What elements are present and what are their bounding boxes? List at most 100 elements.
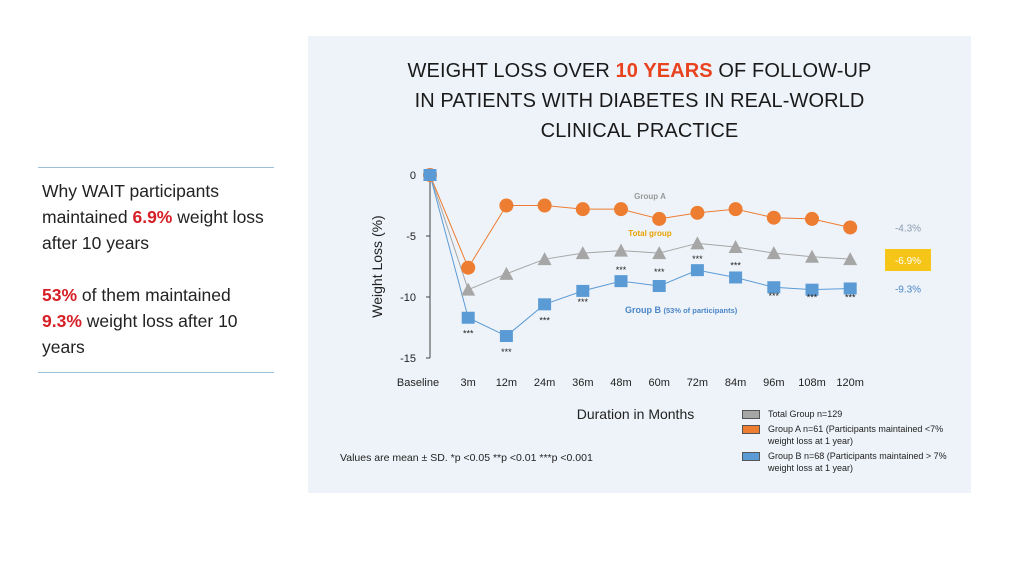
chart-title: WEIGHT LOSS OVER 10 YEARS OF FOLLOW-UP I…	[308, 56, 971, 146]
significance-marker: ***	[501, 347, 512, 357]
y-tick-label: -15	[400, 353, 416, 365]
x-tick-label: 3m	[461, 377, 476, 389]
significance-marker: ***	[654, 267, 665, 277]
group-b-point	[805, 283, 819, 296]
x-tick-label: 24m	[534, 377, 555, 389]
total-group-point	[766, 246, 781, 260]
total-group-point	[805, 249, 819, 263]
legend-swatch-group-a	[742, 424, 760, 434]
significance-marker: ***	[807, 293, 818, 303]
callout-text: weight loss after 10 years	[42, 311, 238, 357]
y-tick-label: 0	[410, 170, 416, 182]
callout-paragraph-2: 53% of them maintained 9.3% weight loss …	[38, 282, 274, 360]
group-a-point	[537, 198, 552, 213]
group-b-point	[538, 298, 552, 311]
x-axis-title: Duration in Months	[576, 406, 695, 422]
end-label-total-box	[885, 249, 931, 271]
x-tick-label: 36m	[572, 377, 593, 389]
total-group-point	[843, 252, 858, 266]
x-tick-label: 72m	[687, 377, 708, 389]
legend-label-total: Total Group n=129	[768, 409, 843, 419]
group-b-point	[767, 281, 781, 294]
group-b-point	[423, 169, 437, 181]
callout-text: Why WAIT participants maintained	[42, 181, 219, 227]
end-label-group-b: -9.3%	[895, 284, 921, 295]
x-tick-label: Baseline	[397, 377, 439, 389]
significance-marker: ***	[539, 315, 550, 325]
x-tick-label: 120m	[836, 377, 864, 389]
chart-panel: WEIGHT LOSS OVER 10 YEARS OF FOLLOW-UP I…	[308, 36, 971, 493]
y-axis-title: Weight Loss (%)	[369, 215, 385, 317]
callout-text: weight loss after 10 years	[42, 207, 264, 253]
series-line-1	[429, 174, 851, 291]
group-a-point	[843, 220, 858, 235]
total-group-point	[575, 246, 590, 260]
series-line-0	[429, 174, 851, 269]
line-chart: 0 -5 -10 -15 Weight Loss (%) Baseline 3m 12m 24m…	[369, 168, 931, 389]
y-tick-label: -5	[406, 231, 416, 243]
group-a-point	[805, 211, 819, 226]
chart-title-text: OF FOLLOW-UP	[712, 60, 872, 82]
x-tick-label: 108m	[798, 377, 826, 389]
group-b-point	[499, 330, 513, 343]
chart-title-line-3: CLINICAL PRACTICE	[540, 120, 739, 142]
group-b-point	[576, 284, 590, 297]
callout-highlight-6-9: 6.9%	[132, 207, 173, 227]
legend-label-group-a: Group A n=61 (Participants maintained <7…	[768, 423, 944, 447]
sidebar-callout: Why WAIT participants maintained 6.9% we…	[38, 167, 274, 373]
total-group-point	[537, 252, 552, 266]
group-b-point	[843, 282, 857, 295]
group-b-point	[690, 264, 704, 277]
significance-marker: ***	[616, 265, 627, 275]
x-tick-label: 48m	[610, 377, 631, 389]
chart-title-line-2: IN PATIENTS WITH DIABETES IN REAL-WORLD	[414, 90, 865, 112]
significance-marker: ***	[463, 329, 474, 339]
x-tick-label: 60m	[648, 377, 669, 389]
callout-highlight-9-3: 9.3%	[42, 311, 82, 331]
chart-title-highlight: 10 YEARS	[615, 60, 713, 82]
significance-marker: ***	[692, 254, 703, 264]
total-group-point	[461, 282, 476, 296]
total-group-point	[499, 266, 514, 280]
legend-item-total: Total Group n=129	[742, 408, 962, 421]
callout-text: of them maintained	[77, 285, 231, 305]
group-a-point	[461, 260, 476, 275]
y-tick-label: -10	[400, 292, 416, 304]
group-b-point	[729, 271, 743, 284]
group-b-label: Group B (53% of participants)	[625, 305, 738, 315]
end-label-group-a: -4.3%	[895, 223, 921, 234]
significance-marker: ***	[730, 260, 741, 270]
group-a-point	[652, 211, 667, 226]
legend-swatch-group-b	[742, 451, 760, 461]
callout-highlight-53: 53%	[42, 285, 78, 305]
group-b-point	[461, 311, 475, 324]
total-group-point	[690, 236, 705, 250]
x-tick-label: 96m	[763, 377, 784, 389]
group-a-point	[690, 205, 705, 220]
group-a-point	[728, 202, 743, 217]
callout-paragraph-1: Why WAIT participants maintained 6.9% we…	[38, 178, 274, 256]
total-group-point	[652, 246, 667, 260]
legend-label-group-b: Group B n=68 (Participants maintained > …	[768, 450, 947, 474]
footnote: Values are mean ± SD. *p <0.05 **p <0.01…	[340, 452, 593, 464]
significance-marker: ***	[845, 292, 856, 302]
divider-bottom	[38, 372, 274, 373]
group-a-point	[575, 202, 590, 217]
group-a-point	[614, 202, 628, 217]
group-b-point	[614, 275, 628, 288]
group-a-label: Group A	[634, 192, 666, 201]
x-tick-label: 12m	[496, 377, 517, 389]
chart-title-text: WEIGHT LOSS OVER	[407, 60, 616, 82]
divider-top	[38, 167, 274, 168]
x-tick-label: 84m	[725, 377, 746, 389]
group-a-point	[766, 210, 781, 225]
total-group-label: Total group	[628, 229, 672, 238]
total-group-point	[728, 239, 743, 253]
legend: Total Group n=129 Group A n=61 (Particip…	[742, 408, 962, 477]
group-b-point	[652, 280, 666, 293]
significance-marker: ***	[578, 297, 589, 307]
legend-item-group-b: Group B n=68 (Participants maintained > …	[742, 450, 962, 475]
total-group-point	[614, 243, 628, 257]
legend-swatch-total	[742, 410, 760, 419]
significance-marker: ***	[769, 291, 780, 301]
